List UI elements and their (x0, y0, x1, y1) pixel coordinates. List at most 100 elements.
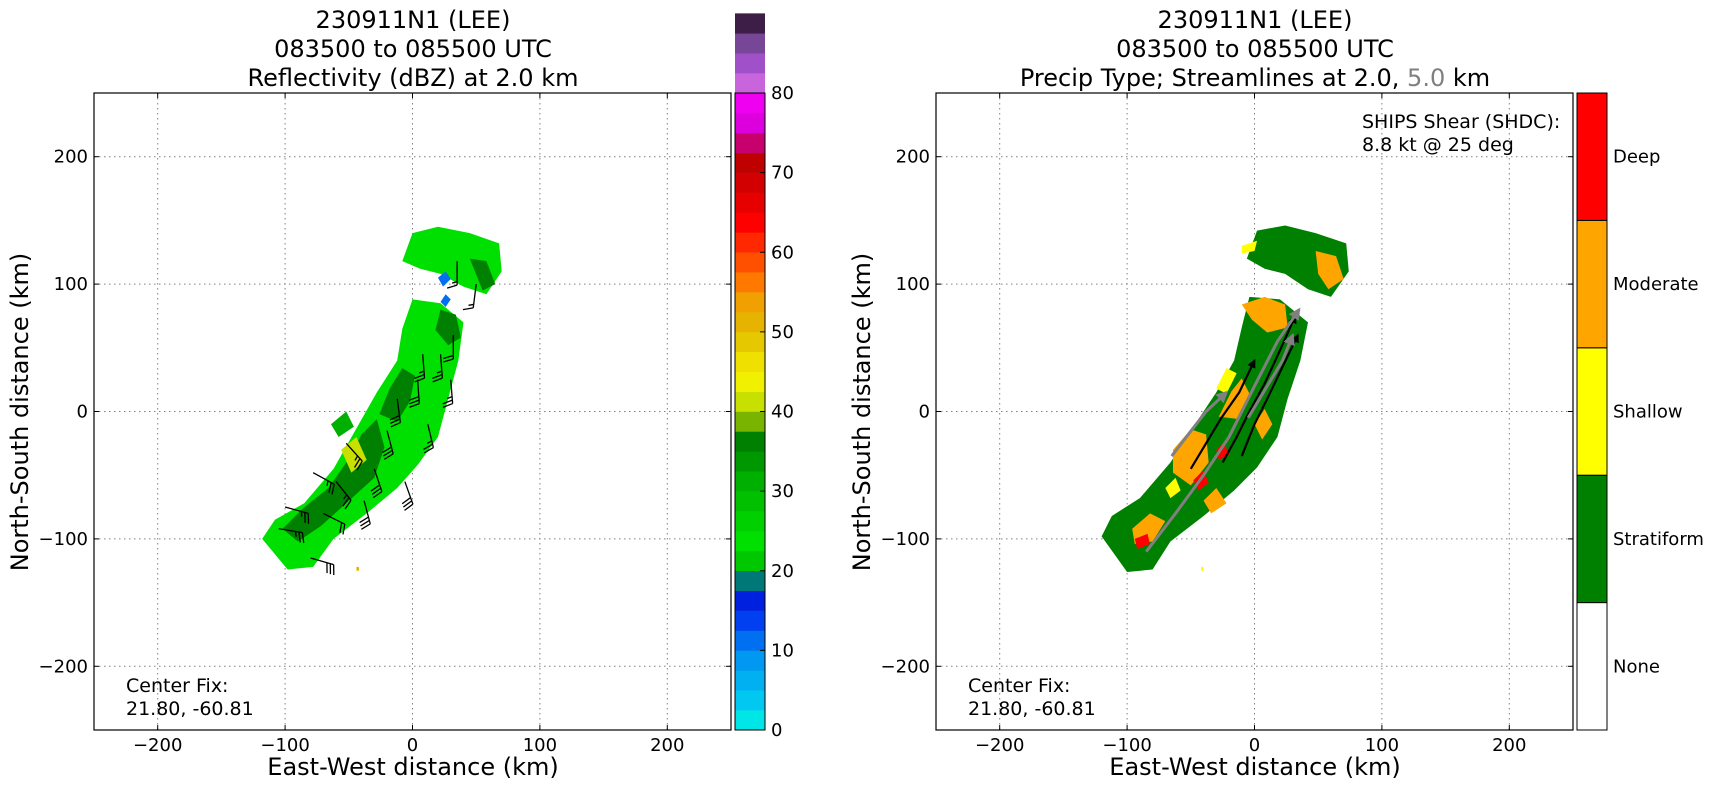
precip-region (1315, 250, 1344, 290)
colorbar-bin (735, 152, 765, 173)
colorbar-bin (735, 272, 765, 293)
colorbar-category-swatch (1576, 92, 1608, 221)
colorbar-bin (735, 670, 765, 691)
right-title-line3-level: 5.0 (1407, 64, 1445, 92)
y-tick-label: 100 (896, 274, 930, 295)
wind-barb (442, 379, 454, 408)
colorbar-bin (735, 33, 765, 54)
wind-barb (462, 284, 477, 311)
colorbar-bin (735, 471, 765, 492)
left-title-line2: 083500 to 085500 UTC (274, 35, 552, 63)
colorbar-category-swatch (1576, 219, 1608, 349)
colorbar-bin (735, 132, 765, 154)
echo-region (379, 368, 416, 422)
x-tick-label: 0 (407, 735, 418, 756)
x-tick-label: −100 (1102, 735, 1151, 756)
left-center-fix-label: Center Fix: (126, 675, 228, 697)
precip-region (1165, 477, 1181, 499)
y-tick-label: 0 (77, 402, 88, 423)
wind-barb (312, 472, 335, 495)
x-tick-label: 0 (1249, 735, 1260, 756)
colorbar-bin (735, 511, 765, 532)
wind-barb (310, 557, 335, 576)
wind-barb (423, 424, 435, 454)
precip-type-regions (1101, 225, 1349, 573)
precip-region (1216, 368, 1237, 394)
reflectivity-echoes (262, 226, 502, 571)
left-axis-ticks: −200 −100 0 100 200 −200 −100 0 100 200 (39, 93, 731, 756)
wind-barb (401, 481, 414, 511)
echo-region (330, 411, 354, 437)
colorbar-bin (735, 371, 765, 392)
wind-barbs (278, 261, 477, 576)
y-tick-label: 200 (896, 147, 930, 168)
colorbar-bin (735, 570, 765, 591)
colorbar-category-label: Deep (1613, 147, 1660, 168)
echo-region (435, 309, 461, 346)
wind-barb (335, 481, 352, 510)
colorbar-category-swatch (1576, 474, 1608, 604)
left-title-line1: 230911N1 (LEE) (316, 6, 511, 34)
streamline (1170, 390, 1229, 458)
wind-barb (443, 335, 454, 363)
colorbar-category-label: None (1613, 656, 1660, 677)
right-y-axis-label: North-South distance (km) (848, 253, 876, 572)
streamline (1240, 333, 1299, 457)
colorbar-bin (735, 172, 765, 193)
colorbar-bin (735, 391, 765, 412)
colorbar-bin (735, 431, 765, 452)
y-tick-label: 100 (54, 274, 88, 295)
colorbar-bin (735, 192, 765, 213)
right-x-axis-label: East-West distance (km) (1109, 753, 1400, 781)
colorbar-bin (735, 311, 765, 333)
x-tick-label: 200 (1492, 735, 1526, 756)
wind-barb (345, 442, 363, 471)
precip-region (1241, 296, 1288, 333)
shear-label: SHIPS Shear (SHDC): (1362, 111, 1560, 133)
colorbar-category-label: Shallow (1613, 402, 1683, 423)
colorbar-bin (735, 212, 765, 233)
right-title-line2: 083500 to 085500 UTC (1116, 35, 1394, 63)
echo-region (437, 271, 451, 287)
colorbar-tick-label: 0 (771, 720, 782, 741)
right-title-line3: Precip Type; Streamlines at 2.0, 5.0 km (1020, 64, 1490, 92)
precip-type-colorbar: None Stratiform Shallow Moderate Deep (1576, 92, 1704, 731)
precip-type-panel: 230911N1 (LEE) 083500 to 085500 UTC Prec… (848, 6, 1704, 781)
wind-barb (432, 354, 444, 383)
colorbar-bin (735, 112, 765, 134)
left-grid (94, 93, 731, 730)
x-tick-label: 200 (650, 735, 684, 756)
colorbar-bin (735, 610, 765, 631)
colorbar-tick-label: 30 (771, 481, 794, 502)
colorbar-category-swatch (1576, 602, 1608, 731)
wind-barb (389, 398, 402, 428)
colorbar-bin (735, 530, 765, 552)
echo-region (469, 258, 496, 291)
wind-barb (284, 506, 310, 524)
left-x-axis-label: East-West distance (km) (267, 753, 558, 781)
streamline (1246, 332, 1295, 419)
precip-region (1203, 487, 1227, 514)
wind-barb (323, 512, 346, 535)
colorbar-bin (735, 73, 765, 94)
right-center-fix-label: Center Fix: (968, 675, 1070, 697)
colorbar-bin (735, 650, 765, 671)
colorbar-bin (735, 331, 765, 353)
x-tick-label: 100 (1365, 735, 1399, 756)
wind-barb (370, 468, 383, 499)
colorbar-bin (735, 252, 765, 273)
echo-region (402, 226, 502, 295)
colorbar-bin (735, 13, 765, 34)
echo-region (356, 566, 359, 571)
left-center-fix-value: 21.80, -60.81 (126, 698, 254, 720)
y-tick-label: 200 (54, 147, 88, 168)
wind-barb (408, 379, 420, 408)
colorbar-category-label: Moderate (1613, 274, 1699, 295)
wind-barb (278, 528, 305, 544)
wind-barb (382, 430, 394, 460)
streamline (1145, 307, 1301, 553)
colorbar-bin (735, 351, 765, 372)
reflectivity-colorbar: 0 10 20 30 40 50 60 70 80 (734, 13, 794, 741)
colorbar-category-label: Stratiform (1613, 529, 1704, 550)
precip-region (1132, 513, 1166, 544)
